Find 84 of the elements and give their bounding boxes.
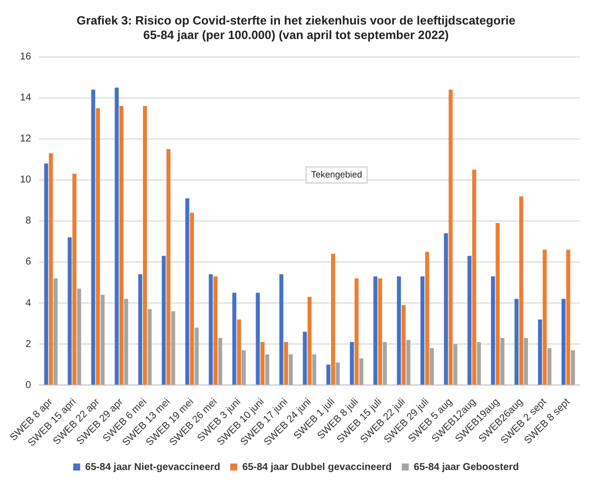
bar <box>467 256 472 385</box>
bar <box>302 332 307 385</box>
y-tick-label: 10 <box>20 174 32 186</box>
legend-label: 65-84 jaar Geboosterd <box>414 462 519 473</box>
bar <box>562 298 566 385</box>
bar <box>213 276 218 385</box>
bar <box>242 350 246 385</box>
bar <box>524 338 528 385</box>
bar <box>194 328 199 385</box>
bar <box>566 250 570 385</box>
bar <box>542 250 547 385</box>
bar <box>124 298 128 385</box>
bar <box>96 108 100 385</box>
bar <box>514 298 519 385</box>
bar <box>265 354 270 385</box>
bar <box>326 364 330 385</box>
bar <box>359 358 364 385</box>
bar <box>547 348 552 385</box>
bar <box>420 276 424 385</box>
bar <box>496 223 500 385</box>
bar <box>538 319 542 385</box>
bar <box>402 305 406 385</box>
bar <box>284 342 288 385</box>
bar <box>288 354 293 385</box>
bar <box>54 278 58 385</box>
bar <box>48 153 53 385</box>
bar <box>77 288 82 385</box>
bar <box>100 294 105 385</box>
bar <box>119 106 124 385</box>
bar <box>350 342 354 385</box>
bar <box>406 340 410 385</box>
bar <box>382 342 387 385</box>
y-tick-label: 14 <box>20 92 32 104</box>
y-tick-label: 8 <box>26 216 32 227</box>
bar <box>256 292 260 385</box>
annotation: Tekengebied <box>311 169 362 180</box>
bar <box>453 344 458 385</box>
bar <box>44 164 48 385</box>
bar <box>72 174 76 385</box>
y-tick-label: 4 <box>26 298 32 309</box>
bar <box>331 254 336 385</box>
bar <box>570 350 575 385</box>
bar <box>373 276 378 385</box>
bar <box>142 106 147 385</box>
bar <box>312 354 316 385</box>
bar <box>490 276 495 385</box>
bar <box>472 170 476 385</box>
bar <box>378 278 382 385</box>
text: Grafiek 3: Risico op Covid-sterfte in het ziekenhuis voor de leeftijdscategorie <box>76 14 516 28</box>
bar <box>336 362 340 385</box>
bar <box>190 212 194 385</box>
bar <box>519 196 524 385</box>
y-tick-label: 6 <box>26 256 32 268</box>
bar <box>91 90 96 385</box>
bar <box>148 309 152 385</box>
bar <box>476 342 481 385</box>
bar <box>171 311 176 385</box>
y-tick-label: 16 <box>20 52 32 63</box>
bar <box>396 276 401 385</box>
bar <box>425 252 430 385</box>
bar <box>237 319 242 385</box>
bar <box>68 237 72 385</box>
legend-label: 65-84 jaar Niet-gevaccineerd <box>85 462 220 473</box>
y-tick-label: 12 <box>20 134 32 145</box>
legend-label: 65-84 jaar Dubbel gevaccineerd <box>242 462 392 473</box>
bar <box>138 274 142 385</box>
bar <box>354 278 359 385</box>
bar <box>162 256 166 385</box>
bar <box>185 198 190 385</box>
bar <box>430 348 434 385</box>
bar <box>218 338 222 385</box>
y-tick-label: 2 <box>26 338 32 350</box>
y-tick-label: 0 <box>26 380 32 391</box>
bar <box>232 292 236 385</box>
bar <box>279 274 284 385</box>
bar <box>208 274 213 385</box>
bar <box>166 149 170 385</box>
bar <box>500 338 504 385</box>
bar <box>448 90 453 385</box>
bar <box>444 233 448 385</box>
bar <box>260 342 265 385</box>
bar <box>114 88 119 385</box>
bar <box>308 296 312 385</box>
text: 65-84 jaar (per 100.000) (van april tot september 2022) <box>143 28 449 42</box>
